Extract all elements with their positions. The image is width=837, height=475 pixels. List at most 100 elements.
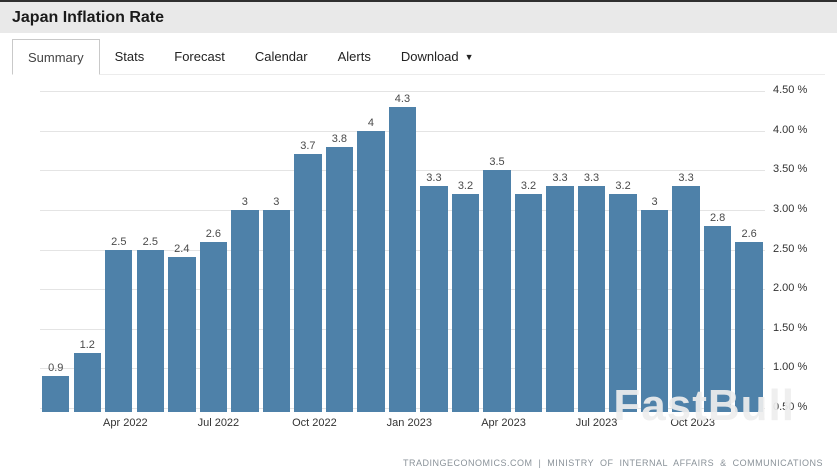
x-axis-empty-cell [355,412,387,434]
bar[interactable] [168,257,196,412]
bar-value-label: 2.5 [142,235,158,248]
x-axis-empty-cell [639,412,671,434]
bar-cell: 3.2 [513,87,545,412]
tab-download-label: Download [400,49,459,64]
bar[interactable] [42,376,70,412]
bar-value-label: 2.8 [709,211,726,224]
bar-cell: 2.5 [135,87,167,412]
tab-calendar[interactable]: Calendar [240,39,323,74]
bar[interactable] [294,154,322,412]
y-axis-tick-label: 3.50 % [773,163,808,176]
x-axis-tick-label: Jan 2023 [386,417,432,429]
bar-value-label: 3.5 [489,156,505,169]
tab-calendar-label: Calendar [254,49,308,64]
bar-cell: 3.5 [481,87,513,412]
bar[interactable] [262,209,291,412]
bar[interactable] [640,209,669,412]
bar-value-label: 0.9 [48,362,64,375]
bar[interactable] [672,186,700,412]
bar-cell: 3.2 [450,87,482,412]
bar-value-label: 3 [241,195,248,208]
bar-cell: 3.8 [324,87,356,412]
bar[interactable] [199,241,228,412]
bar[interactable] [231,209,259,412]
x-axis-tick-label: Oct 2023 [670,417,715,429]
bar-cell: 3.7 [292,87,324,412]
x-axis-empty-cell [544,412,576,434]
bar-value-label: 3.7 [300,140,316,153]
bar-cell: 3.2 [607,87,639,412]
bar-value-label: 3 [651,195,658,208]
bar[interactable] [136,249,164,412]
bar[interactable] [388,106,417,412]
x-axis-empty-cell [40,412,72,434]
bar-value-label: 4.3 [394,92,411,105]
plot-area: 0.9 1.2 2.5 2.5 2.4 2.6 3 3 3.7 3.8 4 4.3 3.3 3.2 3.5 3… [40,87,765,412]
bar-cell: 3.3 [576,87,608,412]
bar-cell: 3.3 [418,87,450,412]
bar-series: 0.9 1.2 2.5 2.5 2.4 2.6 3 3 3.7 3.8 4 4.3 3.3 3.2 3.5 3… [40,87,765,412]
bar[interactable] [703,225,732,412]
bar[interactable] [325,146,354,412]
bar-cell: 3.3 [670,87,702,412]
x-axis-tick-label: Jul 2022 [197,417,240,429]
y-axis-tick-label: 2.50 % [773,242,808,255]
bar[interactable] [357,130,385,412]
x-axis-empty-cell [450,412,482,434]
tab-stats[interactable]: Stats [100,39,160,74]
bar-cell: 3 [229,87,261,412]
x-axis-empty-cell [229,412,261,434]
y-axis-tick-label: 4.50 % [773,84,808,96]
x-axis-tick-label: Apr 2022 [103,417,148,429]
tab-alerts-label: Alerts [337,49,371,64]
tab-download[interactable]: Download ▼ [386,39,489,74]
y-axis-tick-label: 3.00 % [773,202,808,215]
bar-cell: 4 [355,87,387,412]
y-axis-tick-label: 1.50 % [773,321,808,334]
y-axis-tick-label: 2.00 % [773,282,808,295]
bar-cell: 4.3 [387,87,419,412]
bar-cell: 2.8 [702,87,734,412]
bar[interactable] [420,186,448,412]
tab-forecast[interactable]: Forecast [159,39,240,74]
bar[interactable] [483,170,511,412]
bar[interactable] [73,352,101,412]
bar-value-label: 3.3 [426,172,442,185]
y-axis-labels: 4.50 % 4.00 % 3.50 % 3.00 % 2.50 % 2.00 % 1.50… [765,84,837,413]
bar[interactable] [514,194,543,412]
axis-spacer [765,412,837,434]
x-axis-empty-cell [135,412,167,434]
bar-cell: 0.9 [40,87,72,412]
page-title: Japan Inflation Rate [12,8,165,26]
tab-summary[interactable]: Summary [12,39,100,75]
x-axis-empty-cell [166,412,198,434]
bar[interactable] [105,249,133,412]
bar-cell: 2.5 [103,87,135,412]
bar[interactable] [735,241,763,412]
bar[interactable] [577,186,606,412]
bar-cell: 2.4 [166,87,198,412]
x-axis-labels: Apr 2022 Jul 2022 Oct 2022 Jan 2023 Apr 2023… [40,412,765,434]
tab-alerts[interactable]: Alerts [323,39,386,74]
bar-value-label: 3 [273,195,280,208]
bar-value-label: 3.8 [331,132,348,145]
x-axis-empty-cell [702,412,734,434]
bar-value-label: 3.3 [552,172,568,185]
tab-bar: Summary Stats Forecast Calendar Alerts D… [12,39,825,75]
bar-cell: 2.6 [733,87,765,412]
bar-value-label: 3.2 [457,180,474,192]
bar[interactable] [546,186,574,412]
x-axis-empty-cell [513,412,545,434]
bar[interactable] [451,194,480,412]
bar-value-label: 2.5 [111,235,127,248]
x-axis-empty-cell [261,412,293,434]
x-axis-empty-cell [733,412,765,434]
y-axis-tick-label: 1.00 % [773,361,808,374]
bar-value-label: 3.3 [583,172,600,185]
x-axis-empty-cell [72,412,104,434]
bar[interactable] [609,194,637,412]
bar-cell: 3.3 [544,87,576,412]
chart: 0.9 1.2 2.5 2.5 2.4 2.6 3 3 3.7 3.8 4 4.3 3.3 3.2 3.5 3… [40,84,837,413]
bar-value-label: 2.6 [205,227,221,240]
